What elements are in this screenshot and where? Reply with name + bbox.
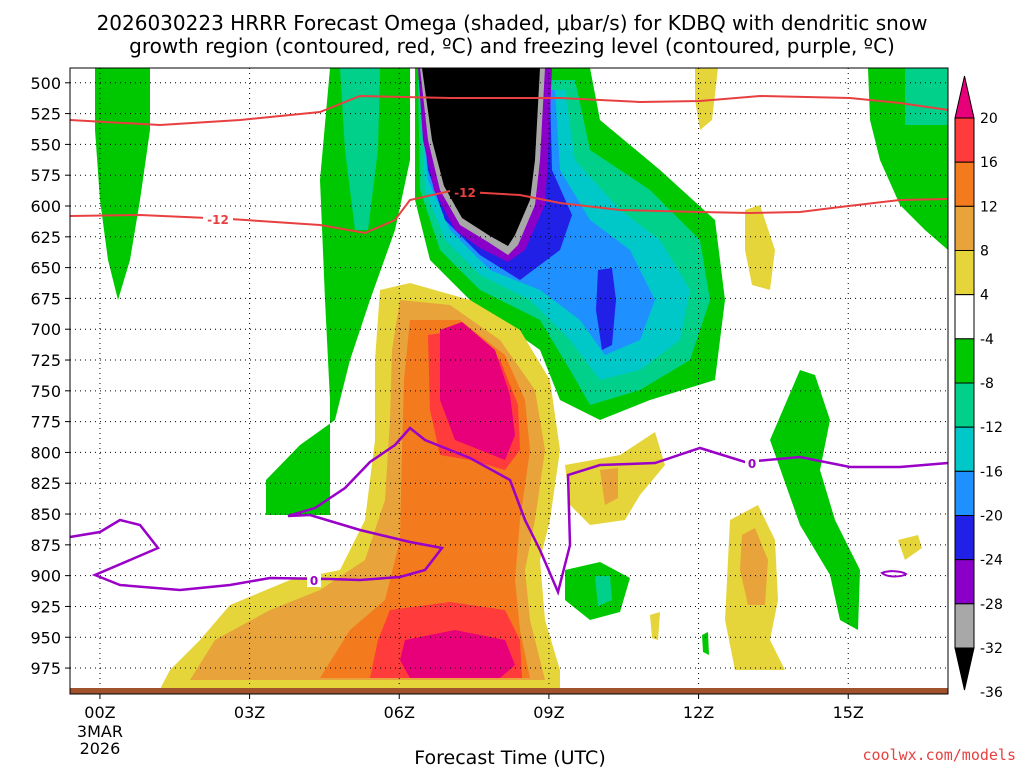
chart-title-line-2: growth region (contoured, red, ºC) and f… [129, 34, 895, 58]
y-tick-label: 650 [30, 259, 61, 278]
omega-region-right-teal [905, 68, 948, 125]
colorbar-label: 4 [980, 288, 989, 304]
colorbar-bin-bottom [954, 647, 975, 691]
y-tick-label: 600 [30, 197, 61, 216]
dendritic-contour-lower [69, 189, 949, 235]
freezing-label-bg-1 [307, 573, 321, 587]
plot-frame [69, 67, 949, 695]
dendritic-contour-upper [69, 94, 949, 127]
colorbar-bin [954, 338, 975, 384]
omega-region-teal-cell-low [595, 576, 612, 606]
colorbar-bin [954, 250, 975, 296]
contour-lines: -12 -12 0 0 [69, 94, 949, 596]
y-tick-label: 825 [30, 474, 61, 493]
omega-region-green-cell-tiny [702, 632, 709, 655]
omega-region-gold-cell-east [740, 528, 768, 605]
credit-text: coolwx.com/models [862, 746, 1016, 764]
colorbar-bin [954, 603, 975, 649]
grid-layer: 500 525 550 575 600 625 650 675 700 725 750 775 800 8… [30, 68, 948, 758]
x-tick-label: 03Z [234, 703, 265, 722]
colorbar-label: -12 [980, 420, 1003, 436]
x-tick-label: 12Z [683, 703, 714, 722]
omega-region-yellow-cell-top [695, 68, 718, 130]
x-tick-label: 15Z [833, 703, 864, 722]
y-tick-label: 875 [30, 536, 61, 555]
freezing-label-1: 0 [310, 574, 318, 588]
colorbar-bin [954, 426, 975, 472]
y-tick-label: 975 [30, 659, 61, 678]
omega-region-mid-teal [340, 68, 380, 230]
dendritic-label-bg-1 [203, 212, 233, 226]
y-tick-label: 900 [30, 567, 61, 586]
colorbar-label: 20 [980, 111, 998, 127]
y-tick-label: 725 [30, 351, 61, 370]
omega-shading [95, 68, 948, 689]
omega-region-black-core [422, 68, 540, 246]
ground-strip [70, 688, 948, 694]
omega-region-yellow-cell-tiny [650, 612, 660, 640]
colorbar-bin [954, 294, 975, 340]
omega-region-magenta-low [400, 630, 515, 678]
y-tick-label: 750 [30, 382, 61, 401]
colorbar-label: -16 [980, 464, 1003, 480]
x-axis-title: Forecast Time (UTC) [414, 747, 605, 768]
colorbar-bin [954, 205, 975, 251]
dendritic-label-bg-2 [450, 185, 480, 199]
colorbar-bin-top [954, 75, 975, 119]
freezing-level-contour [69, 426, 949, 596]
freezing-level-contour-small [880, 570, 908, 578]
colorbar: 20 16 12 8 4 -4 -8 -12 -16 -20 -24 -28 -32 -36 [954, 75, 1003, 701]
y-tick-label: 950 [30, 628, 61, 647]
colorbar-bin [954, 515, 975, 561]
omega-region-left-green [95, 68, 150, 300]
dendritic-label-1: -12 [207, 213, 229, 227]
colorbar-label: -28 [980, 597, 1003, 613]
colorbar-bin [954, 382, 975, 428]
colorbar-label: 12 [980, 199, 998, 215]
freezing-label-bg-2 [745, 456, 759, 470]
omega-region-green-cell-east [770, 370, 860, 630]
x-tick-label: 09Z [533, 703, 564, 722]
colorbar-bin [954, 470, 975, 517]
y-tick-label: 575 [30, 166, 61, 185]
x-date-label: 3MAR [77, 722, 123, 741]
y-tick-label: 625 [30, 228, 61, 247]
colorbar-label: -8 [980, 376, 994, 392]
y-tick-label: 800 [30, 443, 61, 462]
colorbar-label: 8 [980, 244, 989, 260]
freezing-label-2: 0 [748, 457, 756, 471]
colorbar-bin [954, 161, 975, 207]
omega-region-magenta [440, 322, 515, 460]
x-tick-label: 00Z [84, 703, 115, 722]
colorbar-label: -32 [980, 641, 1003, 657]
colorbar-bin [954, 559, 975, 605]
colorbar-bin [954, 117, 975, 163]
y-tick-label: 500 [30, 74, 61, 93]
colorbar-label: 16 [980, 155, 998, 171]
y-tick-label: 675 [30, 289, 61, 308]
colorbar-label: -20 [980, 509, 1003, 525]
y-tick-label: 775 [30, 413, 61, 432]
dendritic-label-2: -12 [454, 186, 476, 200]
y-tick-label: 525 [30, 105, 61, 124]
colorbar-label: -24 [980, 553, 1003, 569]
x-date-label: 2026 [80, 739, 121, 758]
y-tick-label: 925 [30, 597, 61, 616]
y-tick-label: 700 [30, 320, 61, 339]
omega-region-yellow-cell-upper [745, 205, 775, 290]
colorbar-label: -36 [980, 685, 1003, 701]
omega-region-yellow-cell-east-small [898, 535, 922, 560]
chart-title-line-1: 2026030223 HRRR Forecast Omega (shaded, … [97, 11, 928, 35]
omega-region-gold-cell-mid [600, 468, 618, 505]
y-tick-label: 550 [30, 135, 61, 154]
x-tick-label: 06Z [384, 703, 415, 722]
y-tick-label: 850 [30, 505, 61, 524]
colorbar-label: -4 [980, 332, 994, 348]
